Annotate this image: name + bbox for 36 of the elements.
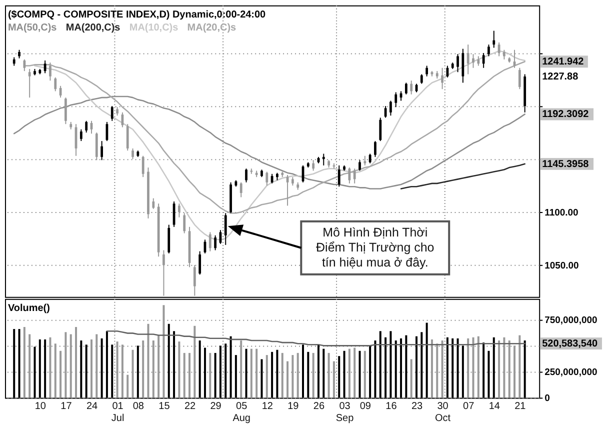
y-tick-label: 1050.00 bbox=[544, 260, 579, 272]
x-tick-label: 12 bbox=[262, 401, 274, 412]
text: MA(200,C)s bbox=[66, 22, 121, 34]
x-tick-label: 14 bbox=[488, 401, 500, 412]
x-tick-label: 17 bbox=[60, 401, 72, 412]
annotation: Mô Hình Định Thời Điểm Thị Trường cho tín hiệu mua ở đây. bbox=[316, 225, 434, 270]
text: 1227.88 bbox=[542, 71, 578, 82]
x-tick-label: 15 bbox=[158, 401, 170, 412]
text: MA(20,C)s bbox=[187, 22, 237, 34]
data-label: 520,583,540 bbox=[542, 338, 598, 350]
x-tick-label: 16 bbox=[386, 401, 398, 412]
x-tick-label: 07 bbox=[463, 401, 475, 412]
data-label: 1145.3958 bbox=[542, 158, 590, 170]
text: MA(50,C)s bbox=[8, 22, 58, 34]
x-tick-label: 19 bbox=[288, 401, 300, 412]
x-tick-label: 03 Sep bbox=[336, 401, 354, 424]
y-tick-label: 250,000,000 bbox=[544, 367, 598, 378]
x-tick-label: 22 bbox=[184, 401, 196, 412]
chart-title: ($COMPQ - COMPOSITE INDEX,D) Dynamic,0:00-24:00 bbox=[8, 9, 266, 20]
x-tick-label: 05 Aug bbox=[232, 401, 250, 424]
y-tick-label: 0 bbox=[544, 393, 550, 404]
x-tick-label: 01 Jul bbox=[111, 401, 124, 424]
x-tick-label: 30 Oct bbox=[435, 401, 451, 424]
x-tick-label: 21 bbox=[514, 401, 526, 412]
x-tick-label: 08 bbox=[132, 401, 144, 412]
data-label: 1241.942 bbox=[542, 56, 584, 68]
x-tick-label: 24 bbox=[86, 401, 98, 412]
x-tick-label: 10 bbox=[34, 401, 46, 412]
data-label: 1192.3092 bbox=[542, 109, 590, 120]
y-tick-label: 750,000,000 bbox=[544, 315, 598, 326]
x-tick-label: 23 bbox=[411, 401, 423, 412]
y-tick-label: 1100.00 bbox=[544, 208, 578, 219]
chart-title: Volume() bbox=[8, 302, 50, 314]
x-tick-label: 09 bbox=[360, 401, 372, 412]
x-tick-label: 29 bbox=[210, 401, 222, 412]
x-tick-label: 26 bbox=[313, 401, 325, 412]
